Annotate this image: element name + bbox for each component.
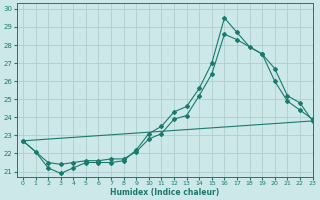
X-axis label: Humidex (Indice chaleur): Humidex (Indice chaleur): [110, 188, 219, 197]
